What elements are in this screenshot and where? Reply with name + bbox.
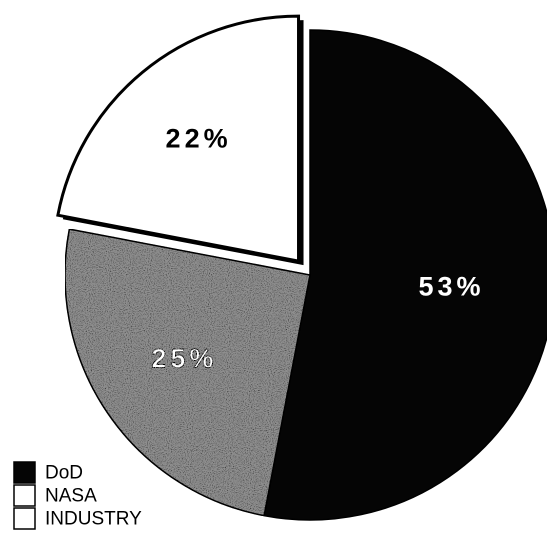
- legend-swatch-dod: [13, 461, 36, 484]
- legend-swatch-nasa: [13, 484, 36, 507]
- slice-label-dod: 53%: [418, 271, 484, 301]
- legend-item-dod: DoD: [13, 461, 83, 484]
- legend-item-nasa: NASA: [13, 484, 97, 507]
- legend-label-dod: DoD: [45, 463, 83, 484]
- pie-slices: [56, 14, 547, 521]
- slice-label-industry: 25%: [151, 344, 217, 374]
- pie-slice-dod: [263, 29, 547, 521]
- pie-slice-nasa: [56, 14, 301, 263]
- legend-item-industry: INDUSTRY: [13, 507, 142, 530]
- pie-slice-labels: 53% 25% 22%: [151, 123, 484, 374]
- pie-slice-industry: [64, 228, 311, 517]
- slice-label-nasa: 22%: [166, 123, 232, 153]
- legend-label-industry: INDUSTRY: [45, 509, 142, 530]
- legend-label-nasa: NASA: [45, 486, 97, 507]
- legend-swatch-industry: [13, 507, 36, 530]
